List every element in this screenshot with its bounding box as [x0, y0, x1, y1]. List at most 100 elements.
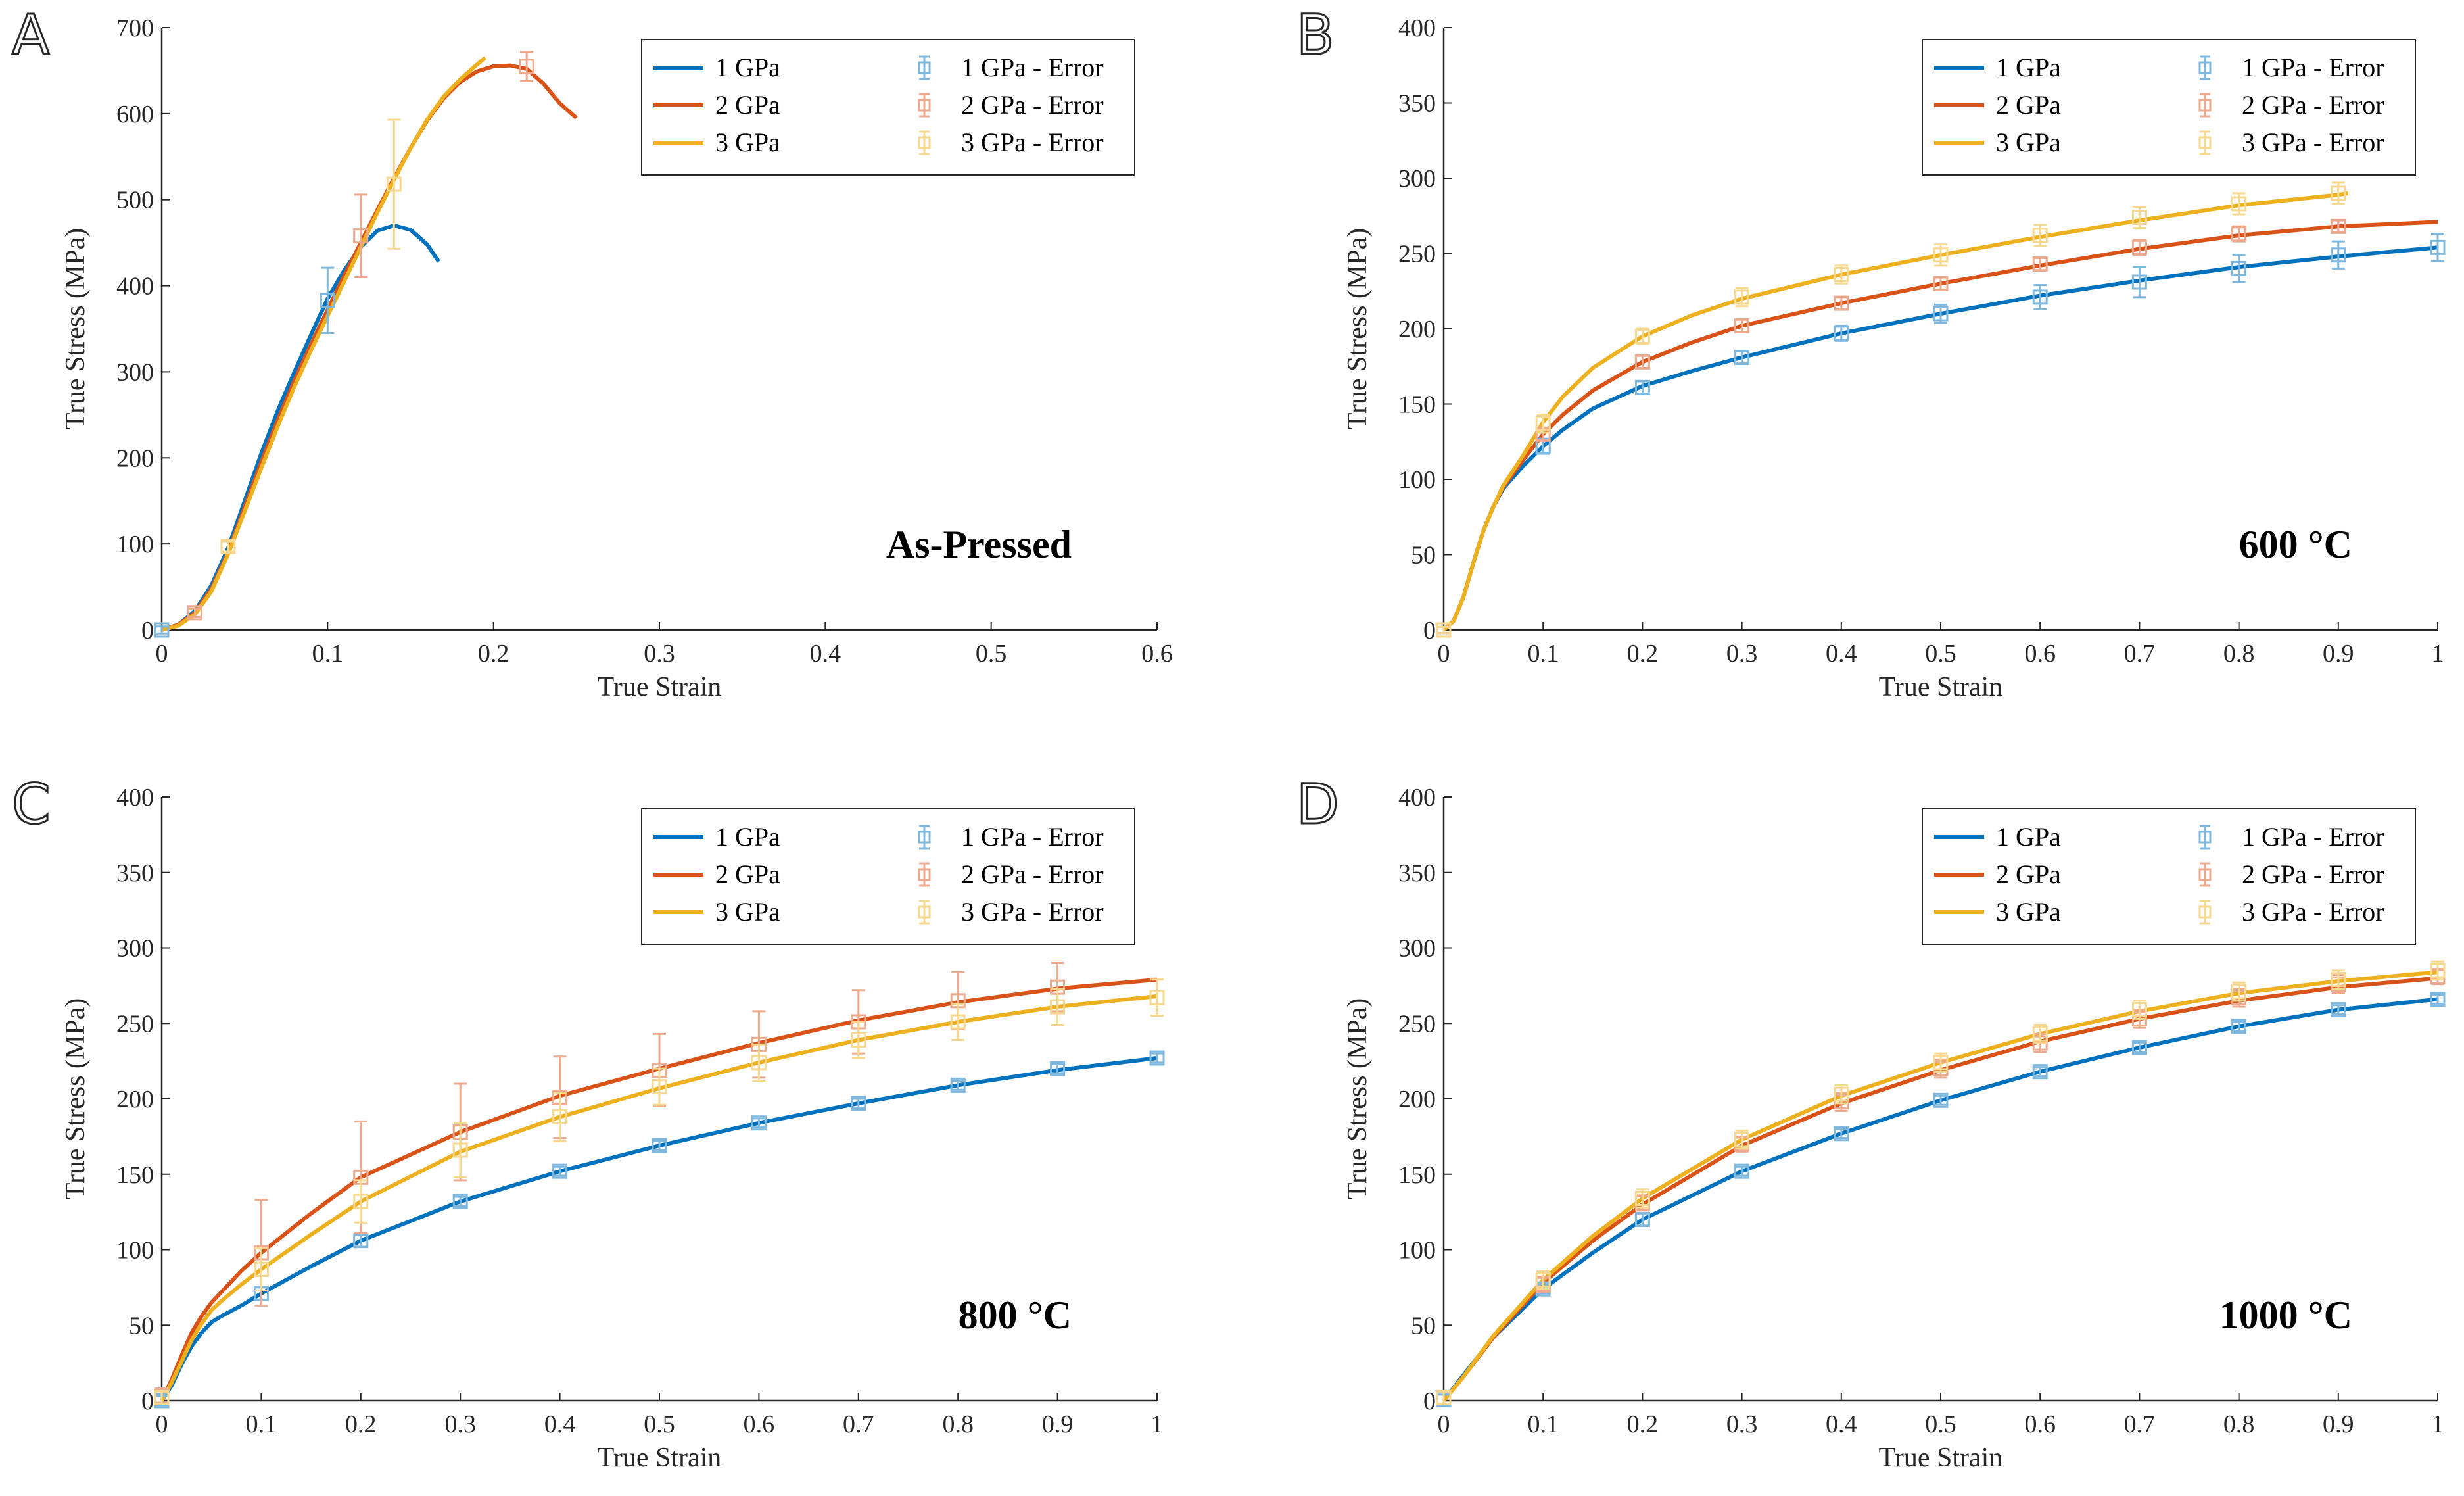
- legend-label: 3 GPa - Error: [2242, 897, 2384, 927]
- error-point-3gpa: [353, 1179, 369, 1224]
- x-tick-label: 0.9: [1042, 1411, 1074, 1438]
- x-tick-label: 1: [2432, 640, 2444, 667]
- legend-item: 3 GPa: [653, 897, 780, 927]
- error-marker: [1050, 1061, 1066, 1076]
- legend-label: 2 GPa: [715, 90, 780, 120]
- x-tick-label: 0: [1438, 1411, 1450, 1438]
- error-point-3gpa: [1149, 978, 1165, 1017]
- error-marker: [1834, 1126, 1849, 1142]
- error-point-1gpa: [652, 1138, 667, 1153]
- legend-error-marker: [918, 831, 931, 844]
- panel-annotation: As-Pressed: [886, 523, 1072, 566]
- x-tick-label: 0.5: [1925, 1411, 1956, 1438]
- legend-item: 3 GPa: [653, 128, 780, 157]
- legend: 1 GPa 1 GPa - Error 2 GPa 2 GPa - Error 3 GP…: [641, 39, 1135, 176]
- error-marker: [1535, 416, 1551, 431]
- y-tick-label: 250: [1398, 1010, 1436, 1038]
- error-marker: [353, 228, 369, 244]
- y-tick-label: 500: [116, 187, 154, 214]
- legend-label: 2 GPa - Error: [2242, 859, 2384, 889]
- y-axis-label: True Stress (MPa): [1342, 998, 1373, 1199]
- legend-label: 2 GPa - Error: [961, 90, 1104, 120]
- error-marker: [1149, 1050, 1165, 1066]
- legend-box: [1922, 39, 2416, 176]
- x-tick-label: 0.1: [1527, 1411, 1559, 1438]
- legend-error-marker: [2198, 136, 2212, 149]
- x-tick-label: 0.8: [942, 1411, 974, 1438]
- legend: 1 GPa 1 GPa - Error 2 GPa 2 GPa - Error 3 GP…: [1922, 808, 2416, 945]
- error-marker: [2331, 972, 2346, 988]
- error-point-3gpa: [1834, 1084, 1849, 1105]
- error-marker: [2131, 210, 2147, 226]
- error-marker: [2231, 984, 2247, 1000]
- panel-annotation: 1000 °C: [2219, 1293, 2352, 1337]
- y-tick-label: 100: [1398, 466, 1436, 494]
- error-marker: [1436, 622, 1452, 638]
- legend-label: 1 GPa - Error: [961, 53, 1104, 82]
- x-tick-label: 0: [156, 1411, 168, 1438]
- error-point-3gpa: [154, 1389, 170, 1405]
- error-point-1gpa: [2430, 992, 2446, 1007]
- legend-label: 2 GPa: [715, 859, 780, 889]
- error-marker: [1933, 306, 1949, 322]
- legend-error-marker: [918, 99, 931, 112]
- error-point-3gpa: [1933, 243, 1949, 267]
- error-marker: [2231, 226, 2247, 242]
- y-tick-label: 100: [1398, 1237, 1436, 1265]
- error-point-1gpa: [2131, 1040, 2147, 1055]
- error-point-3gpa: [1634, 327, 1650, 345]
- error-marker: [2032, 1026, 2048, 1042]
- legend-label: 2 GPa - Error: [2242, 90, 2384, 120]
- x-tick-label: 0.7: [2124, 1411, 2156, 1438]
- legend-item: 3 GPa - Error: [2198, 128, 2384, 157]
- error-marker: [1634, 1212, 1650, 1228]
- legend-label: 3 GPa - Error: [961, 897, 1104, 927]
- legend-error-marker: [2198, 831, 2212, 844]
- error-marker: [2131, 239, 2147, 255]
- error-marker: [1634, 354, 1650, 370]
- x-tick-label: 0.3: [1726, 640, 1758, 667]
- error-point-3gpa: [652, 1067, 667, 1106]
- error-point-1gpa: [2231, 1019, 2247, 1034]
- legend-label: 1 GPa: [715, 53, 780, 82]
- error-point-3gpa: [386, 118, 402, 250]
- legend-item: 1 GPa: [1934, 53, 2061, 82]
- error-marker: [2032, 289, 2048, 305]
- y-tick-label: 0: [141, 617, 154, 644]
- error-marker: [1149, 990, 1165, 1005]
- error-marker: [2231, 196, 2247, 212]
- x-tick-label: 0.6: [2024, 640, 2056, 667]
- legend-item: 1 GPa - Error: [918, 822, 1104, 852]
- error-point-2gpa: [2032, 256, 2048, 272]
- legend-label: 2 GPa: [1996, 859, 2061, 889]
- error-point-3gpa: [1634, 1188, 1650, 1209]
- error-marker: [2331, 247, 2346, 263]
- x-tick-label: 0.5: [644, 1411, 675, 1438]
- legend-item: 2 GPa: [653, 90, 780, 120]
- x-tick-label: 0.2: [1627, 1411, 1659, 1438]
- error-marker: [452, 1142, 468, 1158]
- error-marker: [2231, 1019, 2247, 1034]
- error-point-1gpa: [1734, 350, 1750, 366]
- x-tick-label: 0.4: [544, 1411, 576, 1438]
- error-marker: [220, 539, 236, 554]
- error-marker: [950, 1014, 966, 1030]
- error-point-1gpa: [2331, 1002, 2346, 1018]
- error-point-1gpa: [320, 266, 335, 335]
- error-marker: [751, 1115, 767, 1131]
- y-axis-label: True Stress (MPa): [60, 998, 91, 1199]
- y-tick-label: 300: [1398, 165, 1436, 193]
- panel-label: C: [12, 772, 51, 836]
- legend-item: 1 GPa: [1934, 822, 2061, 852]
- error-point-1gpa: [1634, 379, 1650, 395]
- error-marker: [1734, 1163, 1750, 1179]
- legend-label: 1 GPa - Error: [2242, 53, 2384, 82]
- series-line-3gpa: [1442, 191, 2349, 632]
- error-marker: [751, 1055, 767, 1071]
- error-point-3gpa: [1050, 987, 1066, 1026]
- y-tick-label: 200: [116, 1086, 154, 1113]
- x-tick-label: 0.4: [1826, 1411, 1857, 1438]
- error-marker: [2430, 963, 2446, 978]
- error-point-1gpa: [1933, 303, 1949, 324]
